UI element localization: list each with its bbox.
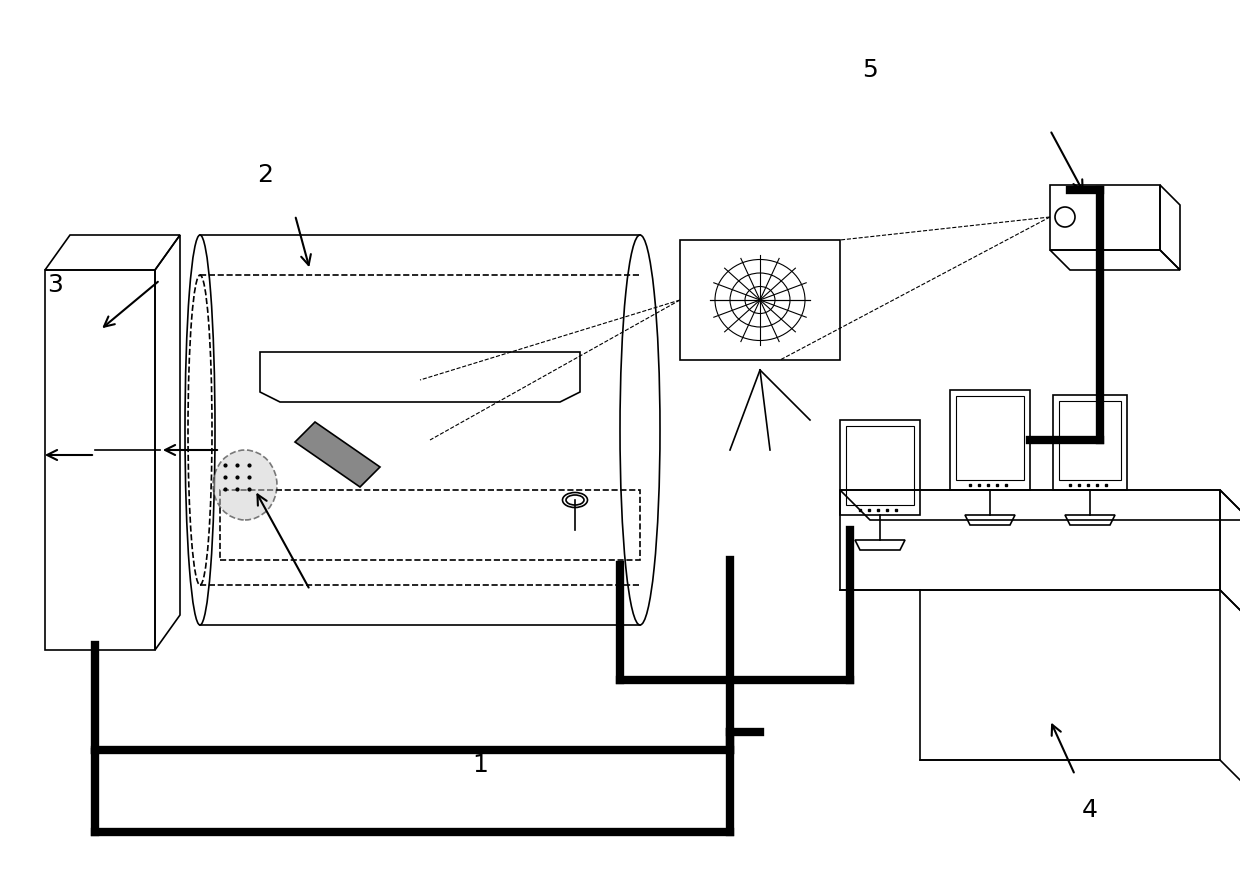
Text: 5: 5 bbox=[862, 58, 878, 82]
Text: 3: 3 bbox=[47, 273, 63, 297]
Text: 2: 2 bbox=[257, 163, 273, 187]
Text: 1: 1 bbox=[472, 753, 487, 777]
Text: 4: 4 bbox=[1083, 798, 1097, 822]
Ellipse shape bbox=[213, 450, 277, 520]
Polygon shape bbox=[295, 422, 379, 487]
